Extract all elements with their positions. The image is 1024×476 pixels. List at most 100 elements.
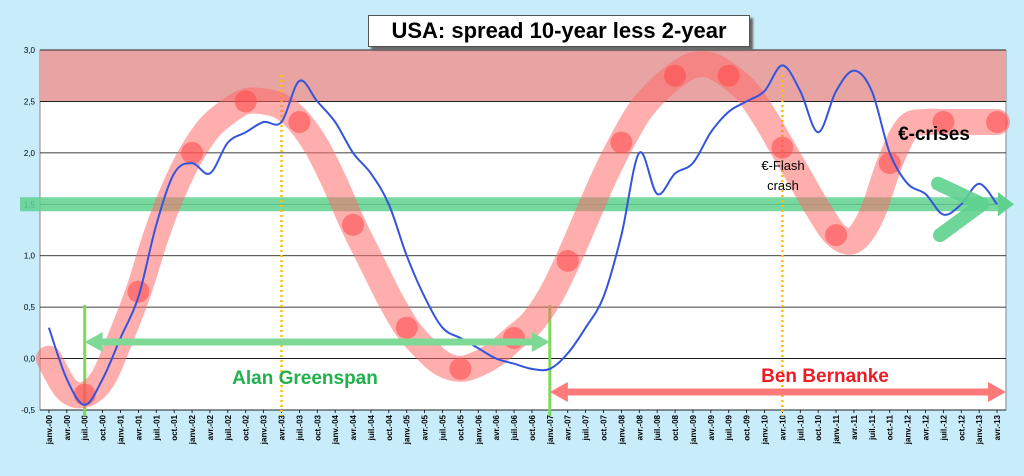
annotation-flash-crash-2: crash: [767, 178, 799, 193]
x-tick-label: juil.-11: [868, 414, 877, 440]
x-tick-label: oct.-10: [814, 414, 823, 440]
cycle-dot: [73, 383, 96, 406]
x-tick-label: juil.-08: [653, 414, 662, 441]
x-tick-label: avr.-00: [63, 414, 72, 440]
cycle-dot: [717, 64, 740, 87]
x-tick-label: avr.-06: [492, 414, 501, 440]
x-tick-label: janv.-00: [45, 414, 54, 445]
x-tick-label: oct.-12: [957, 414, 966, 440]
crisis-arrow-upper: [931, 176, 989, 212]
x-tick-label: juil.-01: [152, 414, 161, 441]
x-tick-label: janv.-07: [546, 414, 555, 445]
x-tick-label: janv.-06: [474, 414, 483, 445]
x-tick-label: oct.-04: [385, 414, 394, 440]
x-tick-label: oct.-05: [456, 414, 465, 440]
x-tick-label: janv.-09: [689, 414, 698, 445]
x-tick-label: avr.-05: [421, 414, 430, 440]
crisis-arrow: [931, 176, 989, 243]
x-tick-label: janv.-11: [832, 414, 841, 444]
cycle-dot: [825, 224, 848, 247]
cycle-dot: [878, 152, 901, 175]
x-tick-label: oct.-02: [242, 414, 251, 440]
cycle-dot: [556, 249, 579, 272]
annotation-bernanke: Ben Bernanke: [761, 366, 889, 387]
x-tick-label: avr.-12: [922, 414, 931, 440]
cycle-dot: [503, 327, 526, 349]
x-tick-label: janv.-01: [117, 414, 126, 445]
period-arrowhead: [84, 332, 103, 352]
x-tick-label: janv.-10: [761, 414, 770, 445]
x-tick-label: oct.-01: [170, 414, 179, 440]
x-tick-label: janv.-12: [904, 414, 913, 445]
x-tick-label: janv.-03: [260, 414, 269, 445]
cycle-dot: [288, 111, 311, 133]
x-tick-label: oct.-11: [886, 414, 895, 440]
x-tick-label: janv.-13: [975, 414, 984, 445]
period-arrowhead: [549, 382, 568, 402]
x-tick-label: avr.-08: [635, 414, 644, 440]
cycle-dot: [181, 141, 204, 164]
period-arrowhead: [988, 382, 1006, 402]
x-tick-label: oct.-06: [528, 414, 537, 440]
x-tick-label: oct.-09: [743, 414, 752, 440]
x-tick-label: avr.-01: [134, 414, 143, 440]
x-axis: janv.-00 avr.-00 juil.-00 oct.-00 janv.-01 av…: [45, 410, 1002, 445]
x-tick-label: juil.-12: [939, 414, 948, 441]
y-tick-label: 3,0: [24, 46, 36, 55]
cycle-dot: [932, 111, 955, 133]
reference-arrowhead: [998, 192, 1014, 217]
x-tick-label: juil.-02: [224, 414, 233, 441]
period-arrowhead: [531, 332, 550, 352]
x-tick-label: juil.-00: [81, 414, 90, 441]
x-tick-label: avr.-02: [206, 414, 215, 440]
annotation-flash-crash-1: €-Flash: [761, 158, 804, 173]
series-line: [47, 64, 998, 406]
x-tick-label: juil.-04: [367, 414, 376, 441]
crisis-arrow-lower: [933, 197, 989, 243]
x-tick-label: juil.-03: [295, 414, 304, 441]
x-tick-label: avr.-03: [278, 414, 287, 440]
x-tick-label: oct.-03: [313, 414, 322, 440]
x-tick-label: avr.-07: [564, 414, 573, 440]
y-tick-label: 0,0: [24, 355, 36, 364]
cycle-dot: [771, 136, 794, 159]
x-tick-label: avr.-09: [707, 414, 716, 440]
x-tick-label: avr.-11: [850, 414, 859, 439]
x-tick-label: juil.-10: [796, 414, 805, 441]
period-arrows: [84, 192, 1014, 402]
cycle-dot: [449, 357, 472, 380]
x-tick-label: juil.-05: [439, 414, 448, 441]
cycle-dot: [986, 111, 1009, 133]
cycle-dot: [610, 131, 633, 154]
reference-band: [40, 50, 1006, 102]
cycle-dots: [73, 64, 1009, 406]
x-tick-label: juil.-07: [582, 414, 591, 441]
x-tick-label: janv.-02: [188, 414, 197, 445]
annotation-greenspan: Alan Greenspan: [232, 368, 378, 389]
x-tick-label: oct.-08: [671, 414, 680, 440]
cycle-dot: [664, 64, 687, 87]
y-tick-label: -0,5: [21, 406, 35, 415]
x-tick-label: oct.-07: [600, 414, 609, 440]
x-tick-label: juil.-09: [725, 414, 734, 441]
chart-title: USA: spread 10-year less 2-year: [368, 15, 750, 47]
y-axis: -0,50,00,51,01,52,02,53,0: [21, 46, 35, 415]
x-tick-label: janv.-08: [617, 414, 626, 445]
y-tick-label: 0,5: [24, 303, 36, 312]
x-tick-label: oct.-00: [99, 414, 108, 440]
y-tick-label: 2,5: [24, 97, 36, 106]
annotations: Alan Greenspan Ben Bernanke €-Flash cras…: [232, 124, 970, 389]
x-tick-label: avr.-13: [993, 414, 1002, 440]
x-tick-label: avr.-04: [349, 414, 358, 440]
x-tick-label: janv.-04: [331, 414, 340, 445]
y-tick-label: 1,0: [24, 252, 36, 261]
cycle-dot: [342, 213, 365, 236]
cycle-dot: [234, 90, 257, 113]
annotation-euro-crises: €-crises: [898, 124, 970, 145]
x-tick-label: avr.-10: [778, 414, 787, 440]
cycle-dot: [395, 316, 418, 339]
cycle-dot: [127, 280, 150, 303]
x-tick-label: juil.-06: [510, 414, 519, 441]
